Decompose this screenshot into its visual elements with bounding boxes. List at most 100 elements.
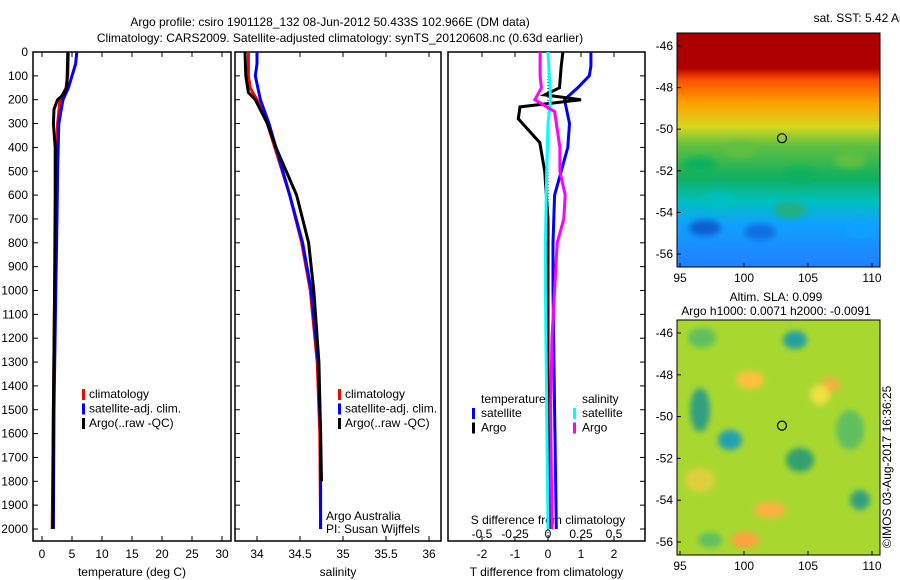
x-tick-label: 36 [422,547,436,561]
title-line-1: Argo profile: csiro 1901128_132 08-Jun-2… [130,15,529,29]
y-tick-label: 1200 [1,331,28,345]
x-tick-label: 34.5 [288,547,312,561]
y-tick-label: -52 [656,451,674,465]
sla-patch [685,468,715,492]
y-tick-label: -48 [656,368,674,382]
sst-patch [834,152,866,168]
x2-tick-label: 0 [545,527,552,541]
legend-label: Argo [582,421,608,435]
sla-patch [786,448,814,472]
legend-label: satellite [582,406,623,420]
legend-swatch [573,422,576,434]
map-field [677,33,880,267]
y-tick-label: 100 [8,69,28,83]
x-tick-label: 105 [798,559,818,573]
x-tick-label: 105 [798,271,818,285]
legend-label: satellite [481,406,522,420]
x-tick-label: 20 [155,547,169,561]
y-tick-label: 300 [8,117,28,131]
series-line-satellite-adj-clim- [253,52,323,529]
series-line-s-argo [532,52,567,530]
series-line-s-satellite [543,51,553,530]
legend-label: climatology [89,387,149,401]
legend-swatch [82,418,85,429]
legend-swatch [82,389,85,400]
map-frame [676,319,881,556]
legend-title: salinity [582,392,619,406]
y-tick-label: -50 [656,122,674,136]
x-tick-label: 10 [95,547,109,561]
title-line-2: Climatology: CARS2009. Satellite-adjuste… [97,31,583,45]
series-line-t-argo [516,51,582,530]
sla-patch [783,331,807,349]
x-tick-label: 25 [185,547,199,561]
y-tick-label: -52 [656,164,674,178]
sla-map: 95 100 105 110 -46 -48 -50 -52 -54 -56 [656,319,882,573]
x-tick-label: 95 [673,559,687,573]
series-line-argo-raw-qc- [243,51,323,482]
x-tick-label: 15 [125,547,139,561]
sst-patch [684,157,716,173]
x-axis-label: T difference from climatology [470,565,624,579]
sla-patch [690,388,710,432]
x-tick-label: 110 [862,559,881,573]
y-tick-label: 1300 [1,355,28,369]
y-tick-label: 400 [8,140,28,154]
panel-frame [32,51,232,542]
x-axis-label: temperature (deg C) [78,565,186,579]
legend-title: temperature [481,392,546,406]
argo-position-marker [776,133,788,144]
legend-swatch [472,408,475,419]
x-axis-label: salinity [320,565,357,579]
sla-map-title-2: Argo h1000: 0.0071 h2000: -0.0091 [681,304,871,318]
y-tick-label: -54 [656,493,674,507]
annotation-line: PI: Susan Wijffels [326,522,420,536]
x-tick-label: 35 [336,547,350,561]
sst-patch [774,202,806,218]
sst-patch [704,192,736,208]
profile-panel-2: 34 34.5 35 35.5 36 salinity climatologysatelli… [234,51,442,579]
y-tick-label: -56 [656,247,674,261]
profile-panel-3: -2 -1 0 1 2 T difference from climatology -0.5… [447,51,646,579]
y-tick-label: -48 [656,81,674,95]
sla-patch [731,532,759,548]
map-frame [676,32,881,268]
y-tick-label: 1000 [1,284,28,298]
panel-frame [234,51,442,542]
legend-swatch [573,408,576,419]
sst-map-title: sat. SST: 5.42 Argo: 4.55 [814,11,900,25]
series-line-argo-raw-qc- [51,51,70,530]
credit-text: ©IMOS 03-Aug-2017 16:36:25 [880,385,894,548]
y-tick-label: 2000 [1,522,28,536]
y-tick-label: -54 [656,205,674,219]
sla-patch [698,532,722,548]
y-tick-label: 1500 [1,403,28,417]
profile-panel-1: 0100200300400500600700800900100011001200… [1,45,232,579]
sst-patch [744,224,776,240]
x2-tick-label: 0.5 [606,527,623,541]
y-tick-label: -46 [656,326,674,340]
y-tick-label: 500 [8,164,28,178]
sst-map: 95 100 105 110 -46 -48 -50 -52 -54 -56 [656,32,882,285]
legend-swatch [338,418,341,429]
legend-label: satellite-adj. clim. [345,402,437,416]
legend-label: Argo(..raw -QC) [345,416,430,430]
legend-swatch [338,389,341,400]
y-tick-label: -46 [656,39,674,53]
x-tick-label: 0 [39,547,46,561]
y-tick-label: 0 [21,45,28,59]
x-tick-label: 110 [862,271,881,285]
y-tick-label: 1600 [1,427,28,441]
x2-tick-label: 0.25 [569,527,593,541]
x-tick-label: -2 [477,547,488,561]
x-tick-label: -1 [510,547,521,561]
y-tick-label: -50 [656,410,674,424]
x-tick-label: 100 [734,271,754,285]
x-tick-label: 35.5 [374,547,398,561]
sla-patch [736,371,764,389]
x-tick-label: 0 [545,547,552,561]
sla-patch [810,385,830,405]
sla-patch [754,502,786,518]
y-tick-label: 1100 [2,307,28,321]
